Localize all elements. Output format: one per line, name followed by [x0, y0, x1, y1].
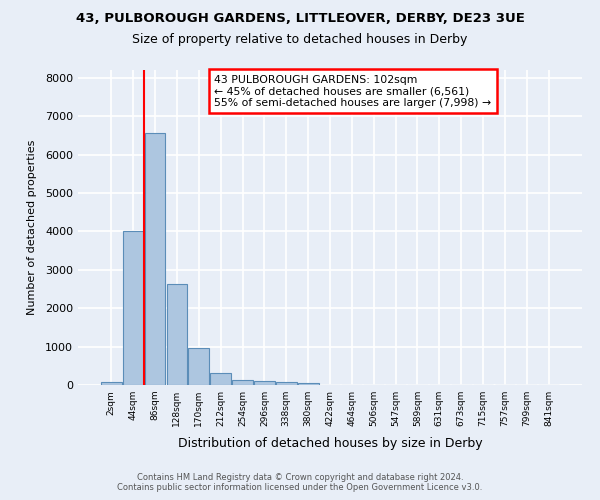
Text: 43 PULBOROUGH GARDENS: 102sqm
← 45% of detached houses are smaller (6,561)
55% o: 43 PULBOROUGH GARDENS: 102sqm ← 45% of d… — [214, 74, 491, 108]
Bar — [232, 380, 253, 385]
Bar — [210, 372, 231, 385]
Bar — [145, 133, 166, 385]
Bar — [101, 382, 122, 385]
Bar — [167, 284, 187, 385]
Bar — [254, 381, 275, 385]
Bar — [123, 232, 143, 385]
Text: 43, PULBOROUGH GARDENS, LITTLEOVER, DERBY, DE23 3UE: 43, PULBOROUGH GARDENS, LITTLEOVER, DERB… — [76, 12, 524, 26]
Bar — [298, 383, 319, 385]
Text: Size of property relative to detached houses in Derby: Size of property relative to detached ho… — [133, 32, 467, 46]
Y-axis label: Number of detached properties: Number of detached properties — [26, 140, 37, 315]
Bar — [188, 348, 209, 385]
X-axis label: Distribution of detached houses by size in Derby: Distribution of detached houses by size … — [178, 438, 482, 450]
Bar — [276, 382, 296, 385]
Text: Contains HM Land Registry data © Crown copyright and database right 2024.
Contai: Contains HM Land Registry data © Crown c… — [118, 473, 482, 492]
